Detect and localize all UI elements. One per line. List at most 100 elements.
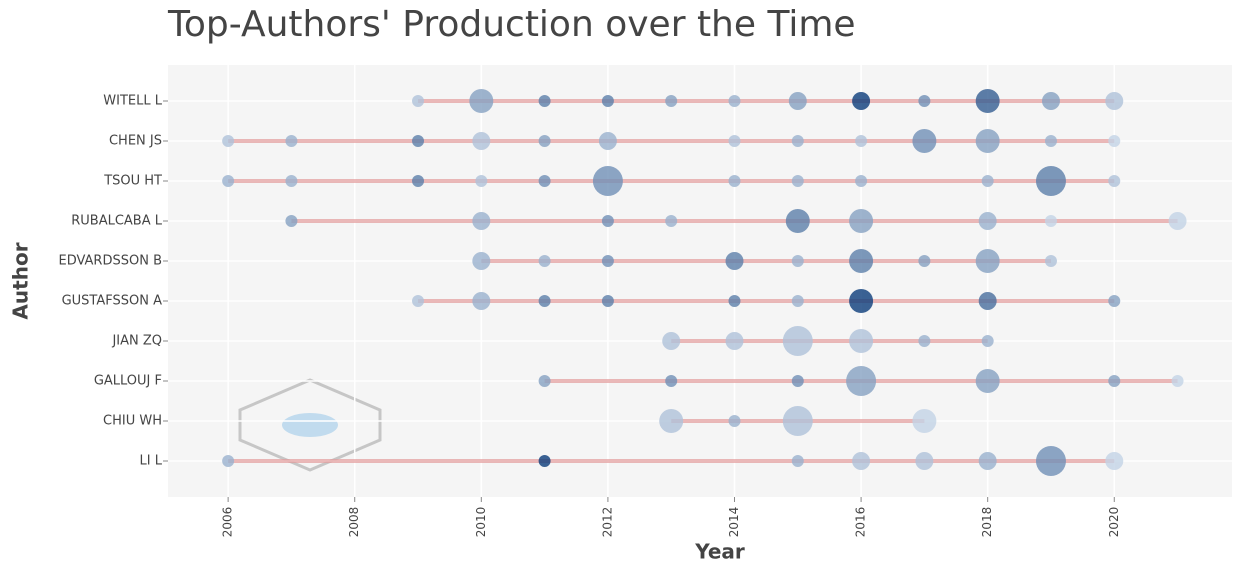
y-tick-label: CHIU WH (103, 414, 162, 429)
bubble (728, 295, 741, 307)
y-tick-label: JIAN ZQ (111, 334, 162, 349)
bubble (285, 175, 298, 187)
bubble (791, 295, 804, 307)
bubble (665, 375, 678, 387)
y-tick-label: GALLOUJ F (94, 374, 162, 389)
bubble (472, 252, 491, 270)
bubble (285, 215, 298, 227)
bubble (1105, 452, 1124, 470)
bubble (728, 175, 741, 187)
x-tick-label: 2012 (600, 507, 614, 538)
y-tick-label: EDVARDSSON B (58, 254, 162, 269)
bubble (1108, 135, 1121, 147)
bubble (1044, 135, 1057, 147)
bubble (538, 95, 551, 107)
bubble (725, 332, 744, 350)
bubble (728, 135, 741, 147)
bubble (1108, 175, 1121, 187)
bubble (791, 375, 804, 387)
bubble (852, 92, 871, 110)
y-tick-label: CHEN JS (109, 134, 162, 149)
bubble (285, 135, 298, 147)
bubble (791, 135, 804, 147)
bubble (601, 215, 614, 227)
bubble (472, 292, 491, 310)
bubble (975, 89, 1000, 113)
bubble (1035, 446, 1066, 476)
bubble (1108, 295, 1121, 307)
bubble (975, 369, 1000, 393)
bubble (728, 95, 741, 107)
bubble (222, 175, 235, 187)
bubble (918, 255, 931, 267)
bubble (785, 209, 810, 233)
x-tick-label: 2014 (727, 507, 741, 538)
bubble (412, 295, 425, 307)
x-tick-label: 2010 (474, 507, 488, 538)
x-tick-label: 2016 (854, 507, 868, 538)
bubble (918, 335, 931, 347)
bubble (472, 132, 491, 150)
bubble (975, 249, 1000, 273)
bubble (601, 295, 614, 307)
bubble (538, 375, 551, 387)
x-axis-label: Year (694, 540, 745, 564)
bubble (659, 409, 684, 433)
bubble (1041, 92, 1060, 110)
bubble (1044, 255, 1057, 267)
bubble (412, 95, 425, 107)
bubble (601, 255, 614, 267)
bubble (978, 452, 997, 470)
x-tick-label: 2018 (980, 507, 994, 538)
bubble (981, 335, 994, 347)
chart-title: Top-Authors' Production over the Time (167, 4, 856, 45)
bubble (412, 175, 425, 187)
bubble (222, 135, 235, 147)
bubble (665, 95, 678, 107)
bubble (222, 455, 235, 467)
bubble (981, 175, 994, 187)
bubble (849, 289, 874, 313)
bubble (592, 166, 623, 196)
bubble (849, 249, 874, 273)
bubble (601, 95, 614, 107)
x-tick-label: 2008 (347, 507, 361, 538)
y-tick-label: WITELL L (103, 94, 162, 109)
bubble (782, 406, 813, 436)
y-tick-label: LI L (140, 454, 163, 469)
bubble (475, 175, 488, 187)
bubble (855, 135, 868, 147)
bubble (915, 452, 934, 470)
bubble (725, 252, 744, 270)
y-axis-label: Author (9, 242, 33, 319)
bubble (538, 175, 551, 187)
bubble (849, 209, 874, 233)
bubble (412, 135, 425, 147)
y-tick-label: RUBALCABA L (71, 214, 163, 229)
bubble (846, 366, 877, 396)
bubble (912, 129, 937, 153)
bubble (791, 175, 804, 187)
bubble (1168, 212, 1187, 230)
bubble (978, 292, 997, 310)
x-tick-label: 2006 (221, 507, 235, 538)
bubble (1035, 166, 1066, 196)
bubble (665, 215, 678, 227)
bubble (538, 295, 551, 307)
bubble (788, 92, 807, 110)
bubble (469, 89, 494, 113)
bubble (1108, 375, 1121, 387)
bubble (728, 415, 741, 427)
bubble (1171, 375, 1184, 387)
bubble (472, 212, 491, 230)
bubble (662, 332, 681, 350)
bubble (538, 255, 551, 267)
bubble (1044, 215, 1057, 227)
bubble (975, 129, 1000, 153)
bubble (918, 95, 931, 107)
bubble (782, 326, 813, 356)
watermark (238, 378, 382, 472)
bubble (978, 212, 997, 230)
y-tick-label: TSOU HT (103, 174, 162, 189)
